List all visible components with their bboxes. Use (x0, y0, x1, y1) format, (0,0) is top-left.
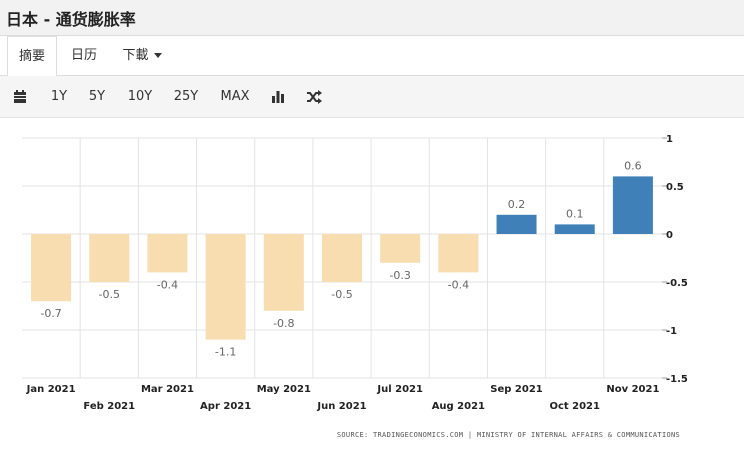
y-tick-label: 0.5 (666, 182, 684, 193)
bar (438, 234, 479, 273)
data-label: 0.2 (508, 198, 526, 211)
bar (31, 234, 72, 302)
bar (496, 214, 537, 234)
tab-calendar-label: 日历 (70, 48, 97, 63)
data-label: 0.6 (624, 159, 642, 172)
x-tick-label: Jul 2021 (376, 384, 423, 395)
calendar-icon[interactable] (13, 89, 27, 108)
bar (147, 234, 188, 273)
range-5y-button[interactable]: 5Y (88, 89, 106, 104)
x-tick-label: Mar 2021 (141, 384, 194, 395)
tab-download-label: 下載 (122, 48, 149, 63)
x-tick-label: Jun 2021 (316, 401, 366, 412)
source-note: SOURCE: TRADINGECONOMICS.COM | MINISTRY … (336, 431, 680, 439)
x-tick-label: Sep 2021 (490, 384, 542, 395)
bar (554, 224, 595, 234)
inflation-chart: 1 0.5 0 -0.5 -1 -1.5 -0.7 Jan 2021 -0.5 Feb 2021 -… (22, 134, 688, 412)
x-tick-label: Feb 2021 (83, 401, 135, 412)
bar (322, 234, 362, 282)
tab-bar: 摘要 日历 下載 (0, 36, 744, 77)
x-tick-label: May 2021 (257, 384, 311, 395)
y-tick-label: -0.5 (666, 278, 688, 289)
data-label: -0.5 (331, 288, 352, 301)
x-tick-label: Jan 2021 (26, 384, 76, 395)
x-tick-label: Aug 2021 (432, 401, 485, 412)
x-tick-label: Apr 2021 (200, 401, 251, 412)
data-label: -0.4 (448, 278, 469, 291)
bar (263, 234, 304, 311)
range-25y-button[interactable]: 25Y (173, 89, 199, 104)
data-label: -0.8 (273, 317, 294, 330)
page-title: 日本 - 通货膨胀率 (6, 10, 136, 29)
bar-chart-icon[interactable] (271, 89, 285, 108)
bar (380, 234, 421, 263)
tab-download[interactable]: 下載 (112, 36, 172, 76)
data-label: -1.1 (215, 346, 236, 359)
bar (612, 176, 653, 234)
shuffle-icon[interactable] (306, 89, 322, 108)
chevron-down-icon (153, 53, 162, 58)
range-max-button[interactable]: MAX (220, 89, 250, 104)
tab-summary[interactable]: 摘要 (7, 36, 57, 77)
range-10y-button[interactable]: 10Y (127, 89, 153, 104)
data-label: -0.4 (157, 278, 178, 291)
data-label: 0.1 (566, 207, 584, 220)
title-bar: 日本 - 通货膨胀率 (0, 0, 744, 36)
data-label: -0.3 (389, 269, 410, 282)
y-tick-label: -1.5 (666, 374, 688, 385)
bar (205, 234, 246, 340)
bar (89, 234, 130, 282)
y-tick-label: 1 (666, 134, 673, 145)
y-tick-label: -1 (666, 326, 677, 337)
y-tick-label: 0 (666, 230, 673, 241)
chart-toolbar: 1Y 5Y 10Y 25Y MAX (0, 76, 744, 118)
data-label: -0.5 (99, 288, 120, 301)
x-tick-label: Nov 2021 (606, 384, 659, 395)
x-tick-label: Oct 2021 (549, 401, 600, 412)
tab-summary-label: 摘要 (18, 49, 45, 64)
range-1y-button[interactable]: 1Y (50, 89, 68, 104)
data-label: -0.7 (40, 307, 61, 320)
tab-calendar[interactable]: 日历 (62, 36, 106, 76)
